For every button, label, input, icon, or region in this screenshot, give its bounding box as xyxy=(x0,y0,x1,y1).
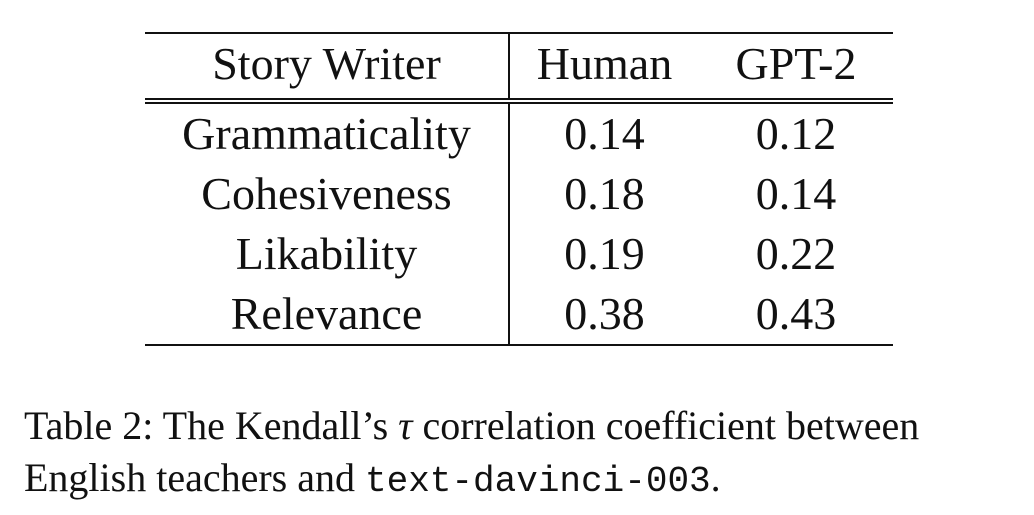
table-header-row: Story Writer Human GPT-2 xyxy=(145,33,893,101)
results-table-container: Story Writer Human GPT-2 Grammaticality … xyxy=(145,32,893,346)
row-label: Likability xyxy=(145,224,510,284)
cell-human: 0.19 xyxy=(564,228,645,279)
model-name-code: text-davinci-003 xyxy=(365,461,711,502)
cell-gpt2: 0.22 xyxy=(755,228,837,279)
header-gpt2: GPT-2 xyxy=(735,38,857,89)
header-story-writer: Story Writer xyxy=(145,33,510,101)
table-caption: Table 2: The Kendall’s τ correlation coe… xyxy=(24,400,1024,508)
table-row: Grammaticality 0.14 0.12 xyxy=(145,101,893,164)
cell-gpt2: 0.14 xyxy=(755,168,837,219)
row-label: Grammaticality xyxy=(145,101,510,164)
results-table: Story Writer Human GPT-2 Grammaticality … xyxy=(145,32,893,346)
header-human: Human xyxy=(536,38,673,89)
caption-label: Table 2: xyxy=(24,403,154,448)
row-label: Relevance xyxy=(145,284,510,345)
cell-human: 0.18 xyxy=(564,168,645,219)
caption-text-1: The Kendall’s xyxy=(162,403,389,448)
table-row: Relevance 0.38 0.43 xyxy=(145,284,893,345)
table-row: Likability 0.19 0.22 xyxy=(145,224,893,284)
cell-human: 0.38 xyxy=(564,288,645,339)
row-label: Cohesiveness xyxy=(145,164,510,224)
caption-text-2: correlation coefficient between English … xyxy=(24,403,920,500)
tau-symbol: τ xyxy=(398,403,413,448)
caption-period: . xyxy=(710,455,721,500)
cell-human: 0.14 xyxy=(564,108,645,159)
table-row: Cohesiveness 0.18 0.14 xyxy=(145,164,893,224)
cell-gpt2: 0.43 xyxy=(755,288,837,339)
cell-gpt2: 0.12 xyxy=(755,108,837,159)
